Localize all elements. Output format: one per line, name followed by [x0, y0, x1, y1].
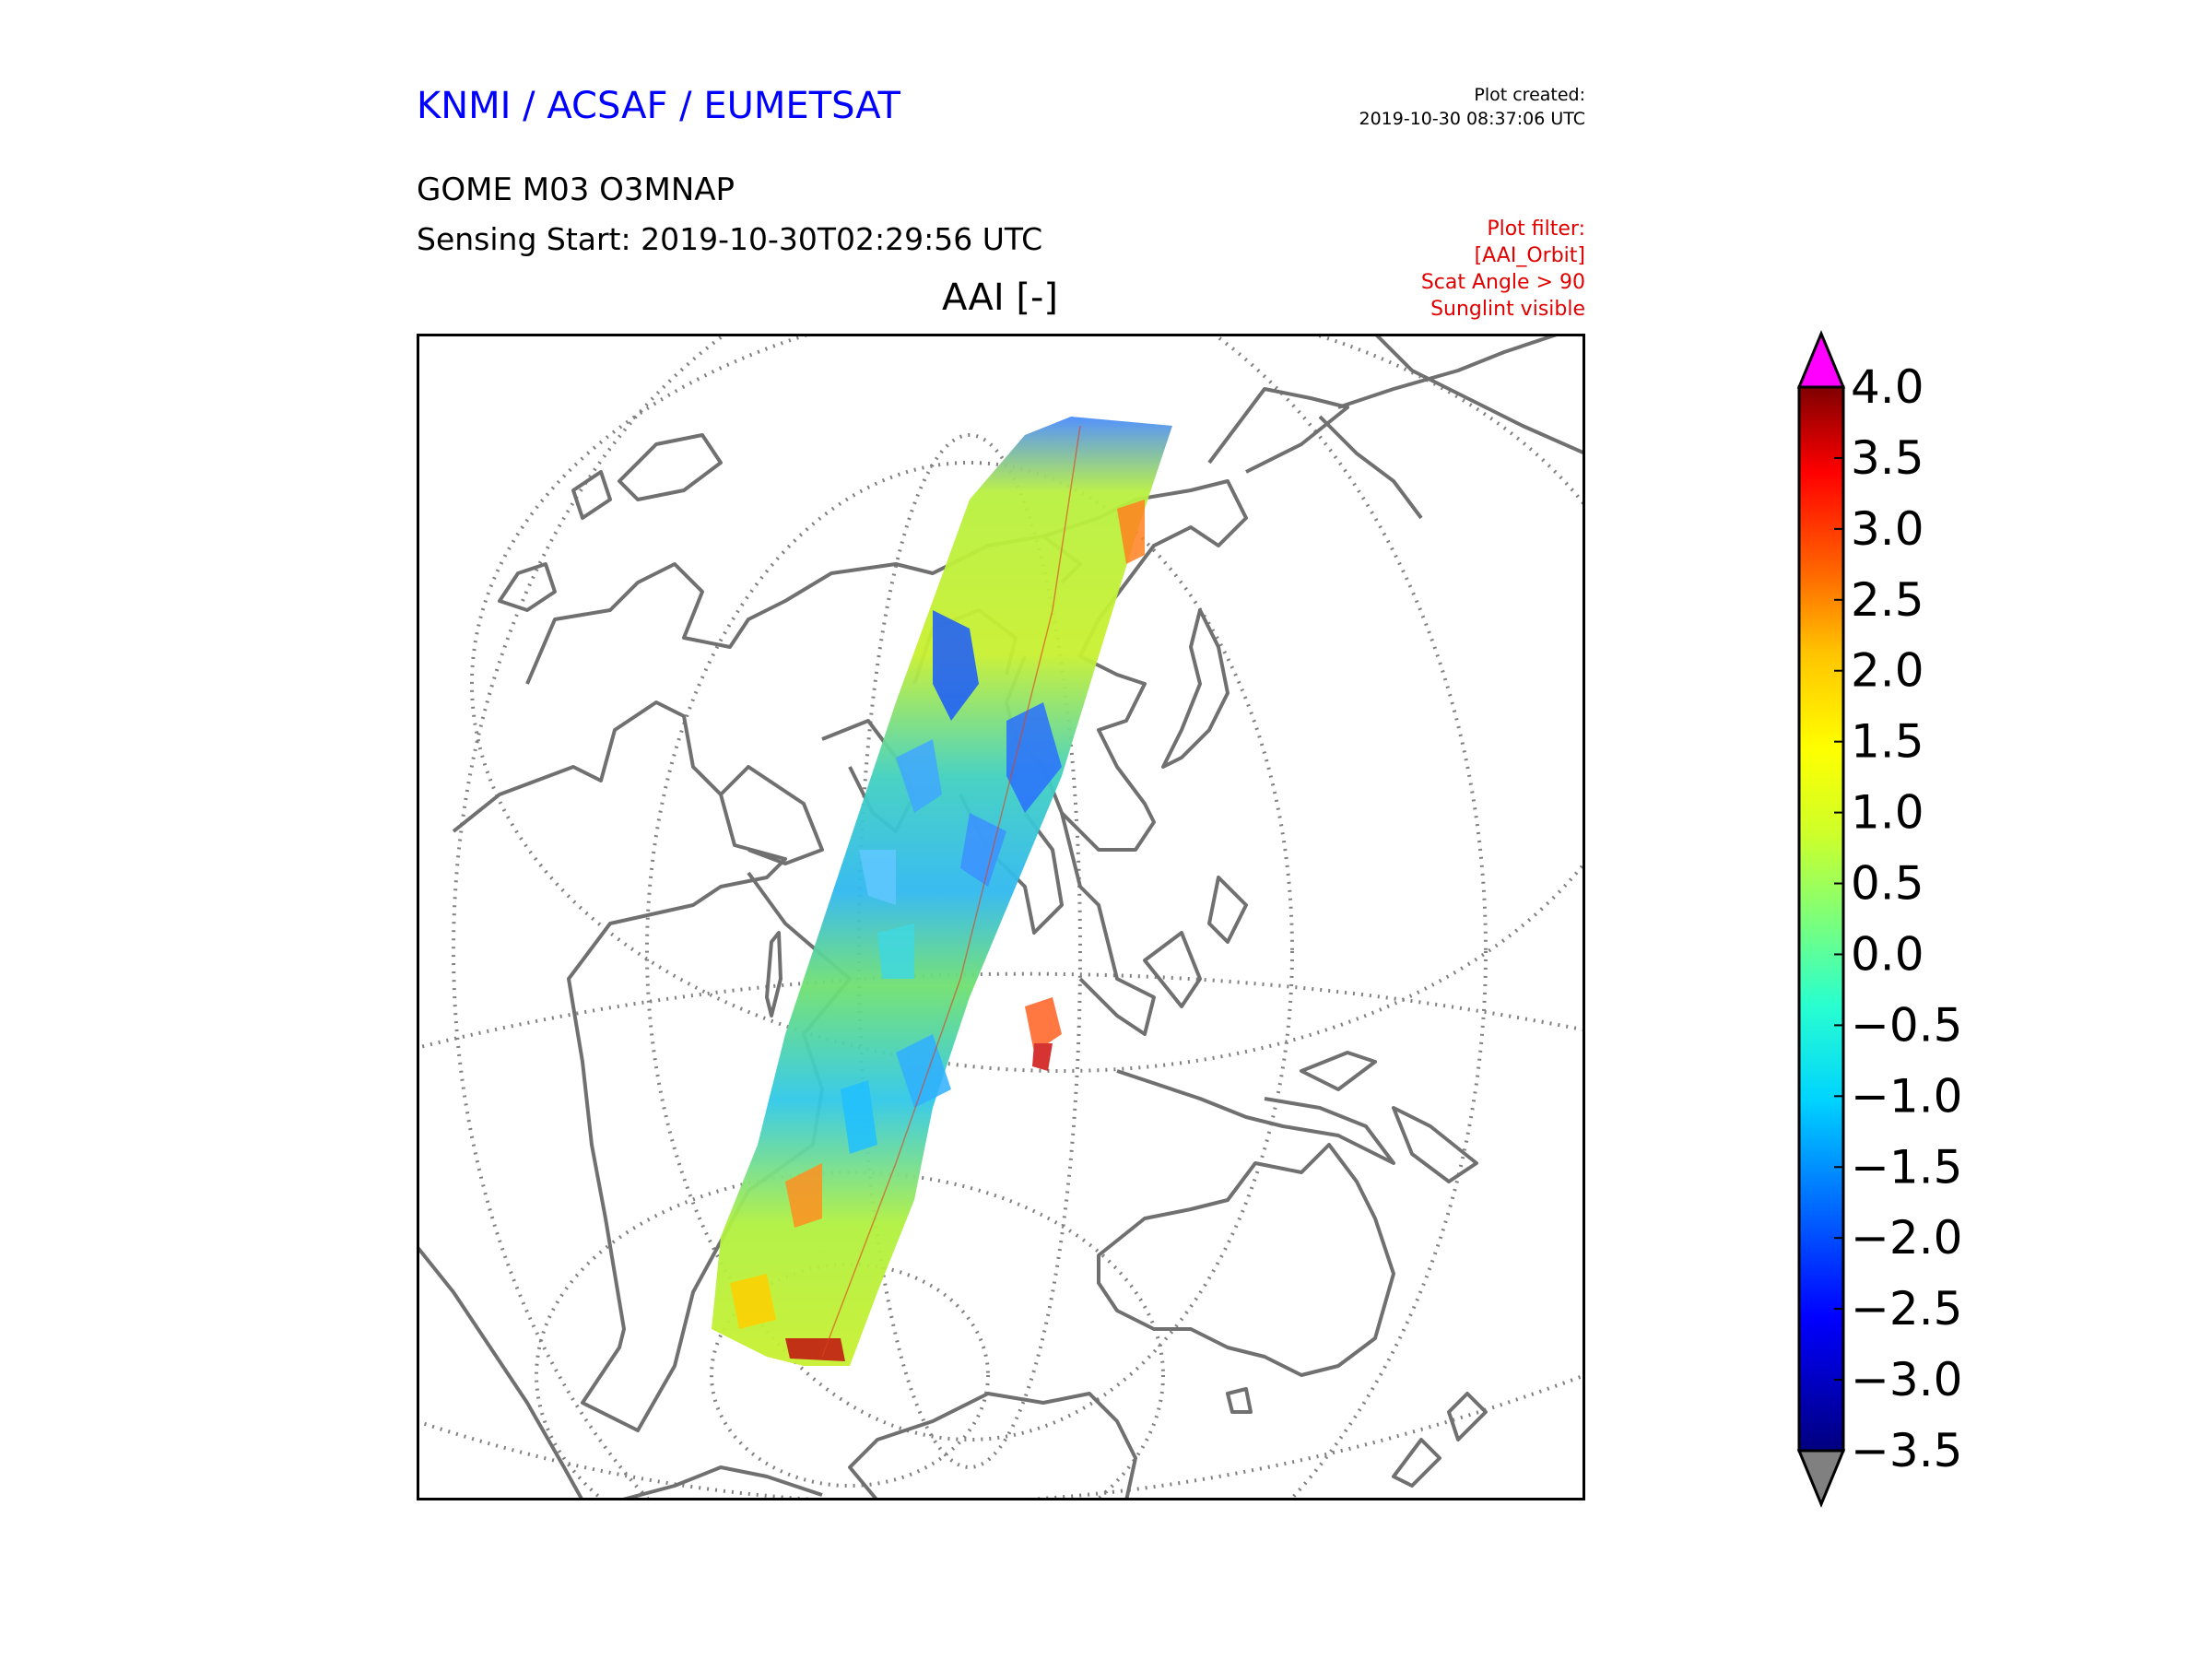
plot-filter: Plot filter: [AAI_Orbit] Scat Angle > 90…	[1421, 216, 1585, 323]
colorbar-tick-label: 0.0	[1851, 927, 1924, 981]
colorbar-tick-label: 3.0	[1851, 502, 1924, 556]
colorbar-tick-label: 0.5	[1851, 857, 1924, 911]
colorbar-tick-label: −2.0	[1851, 1211, 1962, 1265]
coastline-australia	[1097, 1143, 1395, 1377]
plot-created-label: Plot created: 2019-10-30 08:37:06 UTC	[1359, 83, 1586, 131]
coastline-antarctica	[848, 1392, 1137, 1500]
colorbar: 4.0 3.5 3.0 2.5 2.0 1.5 1.0 0.5 0.0 −0.5 −1.0 −1.5 −…	[1796, 330, 1962, 1508]
colorbar-tick-label: 2.0	[1851, 644, 1924, 698]
plot-created-timestamp: 2019-10-30 08:37:06 UTC	[1359, 109, 1586, 129]
aai-swath-features	[730, 500, 1145, 1361]
plot-filter-caption: Plot filter:	[1487, 218, 1585, 241]
product-name: GOME M03 O3MNAP	[417, 171, 735, 208]
sensing-start: Sensing Start: 2019-10-30T02:29:56 UTC	[417, 221, 1043, 257]
colorbar-tick-label: 4.0	[1851, 360, 1924, 414]
plot-filter-sunglint: Sunglint visible	[1430, 298, 1585, 321]
colorbar-bar	[1797, 385, 1845, 1453]
colorbar-tick-label: 1.0	[1851, 786, 1924, 840]
coastline-japan	[1161, 608, 1230, 769]
colorbar-tick-label: −2.5	[1851, 1282, 1962, 1335]
coastline-madagascar	[765, 931, 782, 1018]
plot-filter-orbit: [AAI_Orbit]	[1474, 244, 1585, 267]
colorbar-under-arrow	[1796, 1449, 1846, 1508]
plot-created-caption: Plot created:	[1474, 85, 1585, 105]
colorbar-tick-label: −1.0	[1851, 1069, 1962, 1123]
organisation-title: KNMI / ACSAF / EUMETSAT	[417, 85, 900, 127]
map-border	[417, 334, 1585, 1500]
coastline-asia	[719, 765, 824, 865]
aai-swath-band	[712, 417, 1172, 1366]
colorbar-tick-label: 3.5	[1851, 431, 1924, 485]
colorbar-tick-label: −0.5	[1851, 998, 1962, 1052]
colorbar-over-arrow	[1796, 330, 1846, 389]
map-title: AAI [-]	[942, 276, 1058, 319]
colorbar-tick-label: −1.5	[1851, 1140, 1962, 1194]
map-panel	[417, 334, 1585, 1500]
plot-filter-scat-angle: Scat Angle > 90	[1420, 271, 1585, 294]
colorbar-tick-label: 1.5	[1851, 715, 1924, 769]
colorbar-tick-label: −3.5	[1851, 1424, 1962, 1477]
colorbar-tick-label: −3.0	[1851, 1353, 1962, 1406]
colorbar-tick-label: 2.5	[1851, 573, 1924, 627]
aai-swath	[712, 417, 1172, 1366]
graticule	[417, 334, 1585, 1500]
